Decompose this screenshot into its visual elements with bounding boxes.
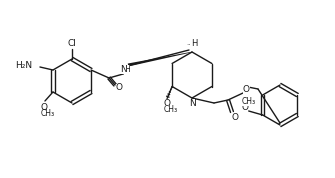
Text: O: O bbox=[231, 112, 239, 122]
Polygon shape bbox=[170, 89, 172, 90]
Text: O: O bbox=[41, 103, 48, 112]
Text: N: N bbox=[120, 64, 127, 74]
Text: N: N bbox=[189, 98, 195, 108]
Text: H: H bbox=[124, 64, 130, 74]
Text: H: H bbox=[191, 40, 197, 48]
Text: O: O bbox=[163, 99, 171, 108]
Text: O: O bbox=[241, 103, 248, 112]
Text: O: O bbox=[116, 83, 123, 93]
Text: ···: ··· bbox=[187, 42, 193, 48]
Text: O: O bbox=[243, 85, 250, 93]
Text: CH₃: CH₃ bbox=[242, 96, 256, 106]
Polygon shape bbox=[166, 95, 170, 98]
Text: CH₃: CH₃ bbox=[164, 105, 178, 114]
Polygon shape bbox=[128, 52, 192, 66]
Polygon shape bbox=[169, 91, 171, 93]
Text: CH₃: CH₃ bbox=[41, 109, 55, 119]
Polygon shape bbox=[171, 86, 173, 88]
Text: H₂N: H₂N bbox=[15, 62, 32, 70]
Text: Cl: Cl bbox=[68, 39, 76, 48]
Polygon shape bbox=[167, 93, 171, 95]
